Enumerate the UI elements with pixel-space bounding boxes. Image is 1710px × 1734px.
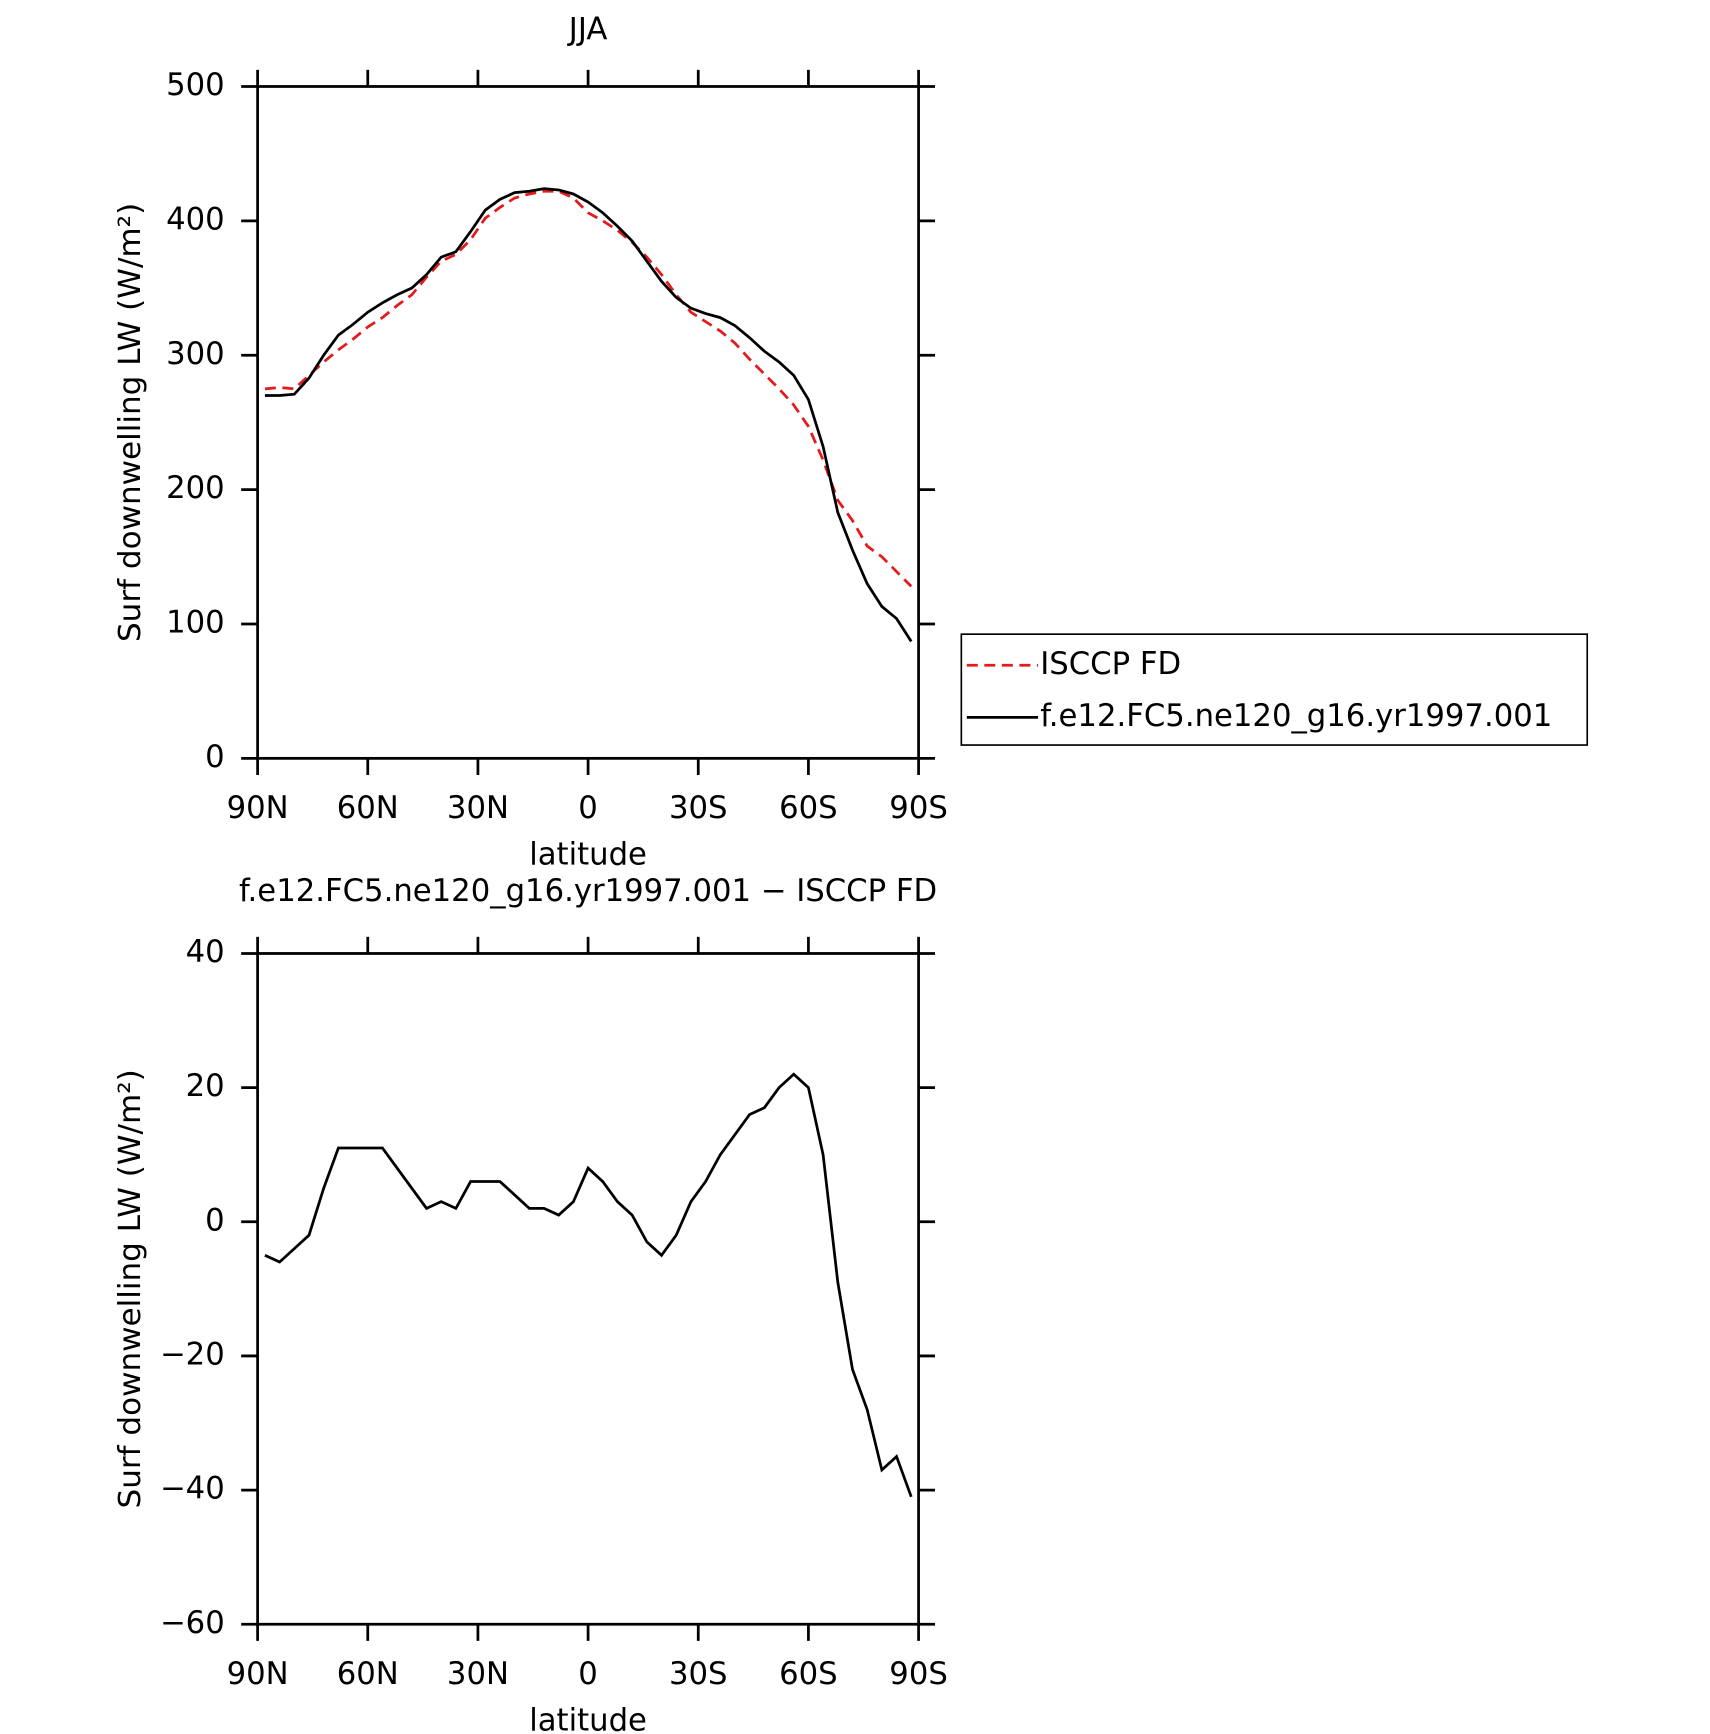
data-line [264, 187, 913, 643]
y-tick-label: 0 [205, 1202, 225, 1238]
x-tick-label: 90S [889, 1656, 948, 1692]
legend-box [960, 633, 1589, 746]
x-axis-label: latitude [529, 836, 647, 872]
y-axis-label: Surf downwelling LW (W/m²) [112, 1069, 148, 1508]
x-tick-label: 30N [447, 790, 509, 826]
x-tick-label: 30S [669, 1656, 728, 1692]
data-line [264, 1072, 913, 1498]
x-tick-label: 60S [779, 790, 838, 826]
plot-frame [256, 952, 920, 1626]
y-tick-label: −60 [160, 1605, 225, 1641]
x-tick-label: 60N [337, 1656, 399, 1692]
y-tick-label: 500 [166, 67, 225, 103]
y-axis-label: Surf downwelling LW (W/m²) [112, 203, 148, 642]
y-tick-label: −20 [160, 1336, 225, 1372]
x-tick-label: 60N [337, 790, 399, 826]
chart-title: JJA [567, 11, 608, 47]
legend-label: ISCCP FD [1040, 646, 1181, 682]
y-tick-label: 400 [166, 201, 225, 237]
y-tick-label: 100 [166, 604, 225, 640]
x-tick-label: 60S [779, 1656, 838, 1692]
y-tick-label: 0 [205, 739, 225, 775]
x-tick-label: 30S [669, 790, 728, 826]
x-tick-label: 0 [578, 790, 598, 826]
x-tick-label: 90S [889, 790, 948, 826]
x-tick-label: 30N [447, 1656, 509, 1692]
x-tick-label: 90N [227, 790, 289, 826]
y-tick-label: 200 [166, 470, 225, 506]
chart-title: f.e12.FC5.ne120_g16.yr1997.001 − ISCCP F… [239, 873, 937, 909]
y-tick-label: 300 [166, 336, 225, 372]
plot-frame [256, 85, 920, 760]
legend-label: f.e12.FC5.ne120_g16.yr1997.001 [1040, 698, 1552, 734]
x-tick-label: 90N [227, 1656, 289, 1692]
data-line [264, 189, 913, 588]
x-axis-label: latitude [529, 1702, 647, 1734]
x-tick-label: 0 [578, 1656, 598, 1692]
y-tick-label: 40 [186, 934, 225, 970]
y-tick-label: −40 [160, 1470, 225, 1506]
y-tick-label: 20 [186, 1068, 225, 1104]
